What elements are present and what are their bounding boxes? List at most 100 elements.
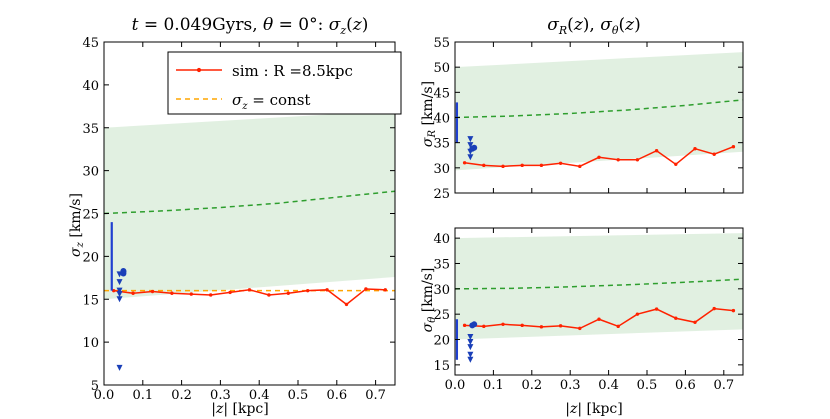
data-point bbox=[501, 164, 505, 169]
y-tick-label: 30 bbox=[433, 162, 450, 177]
data-point bbox=[578, 326, 582, 331]
data-point bbox=[731, 144, 736, 149]
data-point bbox=[482, 324, 486, 329]
data-point bbox=[501, 322, 505, 327]
data-point bbox=[654, 307, 659, 311]
data-point bbox=[131, 291, 135, 295]
x-tick-label: 0.6 bbox=[326, 388, 347, 403]
legend-entry-const: σz = const bbox=[232, 91, 310, 112]
y-axis-label-sigma-theta: σθ [km/s] bbox=[420, 268, 438, 333]
y-tick-label: 55 bbox=[433, 36, 450, 51]
panel-sigma-theta: 15 20 25 30 35 40 0.0 0.1 0.2 0.3 0.4 0.5 0.6 0.7 σθ … bbox=[420, 227, 744, 417]
data-point bbox=[189, 292, 193, 296]
data-point bbox=[267, 293, 271, 297]
data-point bbox=[306, 288, 310, 293]
axes-frame bbox=[454, 227, 744, 376]
data-point bbox=[693, 147, 697, 151]
y-tick-label: 30 bbox=[433, 283, 450, 298]
y-tick-label: 5 bbox=[91, 379, 99, 394]
y-tick-label: 25 bbox=[433, 308, 450, 323]
data-point bbox=[364, 287, 368, 291]
data-point bbox=[539, 163, 544, 168]
legend: sim : R =8.5kpc σz = const bbox=[167, 51, 402, 115]
obs-point bbox=[471, 321, 478, 328]
x-tick-label: 0.5 bbox=[288, 388, 309, 403]
obs-upper-limit bbox=[116, 279, 123, 286]
obs-point bbox=[471, 144, 478, 151]
y-tick-label: 35 bbox=[82, 122, 99, 137]
data-point bbox=[578, 164, 582, 169]
panel-sigma-z: 5 10 15 20 25 30 35 40 45 0.0 0.1 0.2 0.3 0.4 0.5 0.6 0.… bbox=[68, 15, 402, 417]
data-point bbox=[674, 162, 678, 167]
legend-entry-sim: sim : R =8.5kpc bbox=[232, 62, 353, 80]
y-tick-label: 30 bbox=[82, 165, 99, 180]
data-point bbox=[462, 161, 467, 165]
model-line bbox=[454, 278, 744, 290]
obs-upper-limit bbox=[467, 333, 474, 340]
y-tick-label: 15 bbox=[82, 293, 99, 308]
x-tick-label: 0.6 bbox=[675, 378, 696, 393]
y-tick-label: 20 bbox=[433, 334, 450, 349]
x-tick-label: 0.0 bbox=[94, 388, 115, 403]
x-tick-label: 0.4 bbox=[598, 378, 619, 393]
obs-upper-limit bbox=[467, 154, 474, 161]
y-tick-label: 50 bbox=[433, 61, 450, 76]
y-tick-label: 25 bbox=[82, 208, 99, 223]
x-tick-label: 0.1 bbox=[483, 378, 504, 393]
data-point bbox=[693, 320, 697, 324]
data-point bbox=[654, 149, 659, 153]
data-point bbox=[558, 324, 563, 328]
data-point bbox=[247, 288, 252, 292]
panel-title-sigma-r-theta: σR(z), σθ(z) bbox=[547, 15, 640, 37]
data-point bbox=[712, 152, 716, 156]
obs-point bbox=[120, 268, 127, 275]
y-tick-label: 45 bbox=[433, 86, 450, 101]
obs-upper-limit bbox=[467, 351, 474, 358]
data-point bbox=[712, 306, 716, 311]
y-tick-label: 40 bbox=[82, 79, 99, 94]
model-line bbox=[454, 99, 744, 119]
x-tick-label: 0.7 bbox=[713, 378, 734, 393]
data-point bbox=[597, 155, 601, 159]
y-tick-label: 45 bbox=[82, 36, 99, 51]
data-point bbox=[635, 158, 640, 162]
y-axis-label-sigma-r: σR [km/s] bbox=[420, 81, 438, 147]
data-point bbox=[635, 312, 640, 316]
data-point bbox=[674, 316, 678, 320]
x-tick-label: 0.3 bbox=[210, 388, 231, 403]
y-tick-label: 15 bbox=[433, 359, 450, 374]
obs-upper-limit bbox=[467, 356, 474, 363]
data-point bbox=[383, 288, 387, 292]
x-axis-label-right: |z| [kpc] bbox=[565, 401, 623, 417]
panel-title-sigma-z: t = 0.049Gyrs, θ = 0°: σz(z) bbox=[132, 15, 369, 37]
data-point bbox=[228, 290, 232, 295]
x-tick-label: 0.7 bbox=[365, 388, 386, 403]
data-point bbox=[731, 308, 736, 313]
obs-upper-limit bbox=[116, 364, 123, 371]
model-line bbox=[103, 190, 396, 215]
data-point bbox=[286, 291, 290, 295]
obs-upper-limit bbox=[116, 291, 123, 298]
x-tick-label: 0.3 bbox=[560, 378, 581, 393]
obs-upper-limit bbox=[116, 287, 123, 294]
y-tick-label: 35 bbox=[433, 257, 450, 272]
data-point bbox=[597, 317, 601, 321]
y-tick-label: 35 bbox=[433, 137, 450, 152]
y-tick-label: 20 bbox=[82, 250, 99, 265]
y-tick-label: 40 bbox=[433, 112, 450, 127]
data-point bbox=[520, 163, 524, 168]
obs-upper-limit bbox=[116, 296, 123, 303]
obs-upper-limit bbox=[467, 136, 474, 143]
data-point bbox=[616, 324, 620, 329]
data-point bbox=[170, 291, 174, 295]
data-point bbox=[616, 158, 620, 162]
y-tick-label: 25 bbox=[433, 187, 450, 202]
y-tick-label: 40 bbox=[433, 232, 450, 247]
x-tick-label: 0.5 bbox=[637, 378, 658, 393]
y-tick-label: 10 bbox=[82, 336, 99, 351]
data-point bbox=[462, 323, 467, 328]
data-point bbox=[482, 163, 486, 168]
data-point bbox=[325, 288, 329, 292]
x-tick-label: 0.0 bbox=[445, 378, 466, 393]
